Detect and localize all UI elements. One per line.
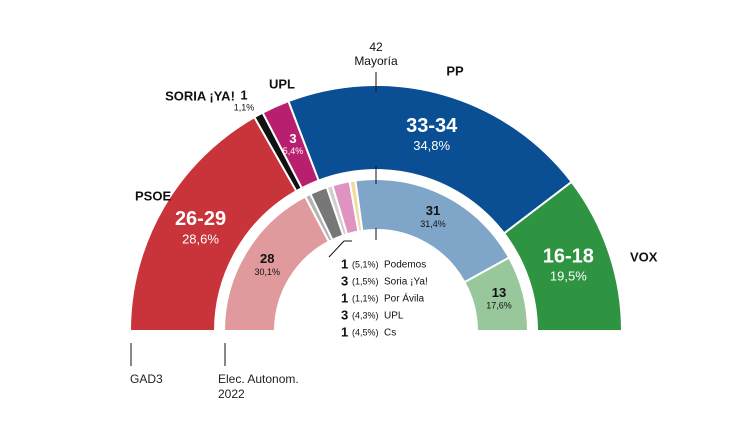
legend-seats: 1 (341, 256, 348, 271)
legend-seats: 1 (341, 290, 348, 305)
outer-segment (287, 84, 574, 235)
outer-segment (502, 180, 624, 332)
seat-label: 28 (260, 251, 274, 266)
legend-leader (328, 240, 345, 258)
seat-label: 33-34 (406, 115, 458, 137)
percent-label: 5,4% (283, 146, 304, 156)
legend-name: Cs (384, 328, 396, 339)
percent-label: 1,1% (234, 102, 255, 112)
legend-seats: 3 (341, 307, 348, 322)
legend-percent: (4,5%) (352, 327, 379, 337)
seat-label: 26-29 (175, 208, 226, 230)
inner-segment (463, 256, 530, 332)
party-name: PSOE (135, 188, 171, 203)
legend-seats: 3 (341, 273, 348, 288)
party-name: PP (446, 63, 464, 78)
percent-label: 31,4% (420, 219, 446, 229)
percent-label: 34,8% (413, 138, 450, 153)
inner-ring-label: Elec. Autonom. 2022 (218, 372, 299, 401)
outer-ring-label: GAD3 (130, 372, 163, 386)
party-name: SORIA ¡YA! (165, 88, 235, 103)
seat-label: 1 (240, 87, 247, 102)
percent-label: 30,1% (255, 267, 281, 277)
party-name: VOX (630, 249, 658, 264)
percent-label: 17,6% (486, 301, 512, 311)
legend-name: Soria ¡Ya! (384, 277, 428, 288)
seat-label: 3 (289, 131, 296, 146)
seat-label: 13 (492, 285, 506, 300)
percent-label: 19,5% (550, 268, 587, 283)
legend-name: Podemos (384, 260, 426, 271)
percent-label: 28,6% (182, 231, 219, 246)
legend-name: UPL (384, 311, 404, 322)
legend-name: Por Ávila (384, 292, 424, 305)
legend-percent: (1,1%) (352, 293, 379, 303)
legend-seats: 1 (341, 324, 348, 339)
seat-label: 16-18 (543, 245, 594, 267)
legend-percent: (1,5%) (352, 276, 379, 286)
legend-percent: (5,1%) (352, 259, 379, 269)
majority-value: 42 (369, 40, 383, 54)
majority-label: Mayoría (354, 54, 398, 68)
legend-percent: (4,3%) (352, 310, 379, 320)
party-name: UPL (269, 76, 295, 91)
seat-label: 31 (426, 203, 440, 218)
